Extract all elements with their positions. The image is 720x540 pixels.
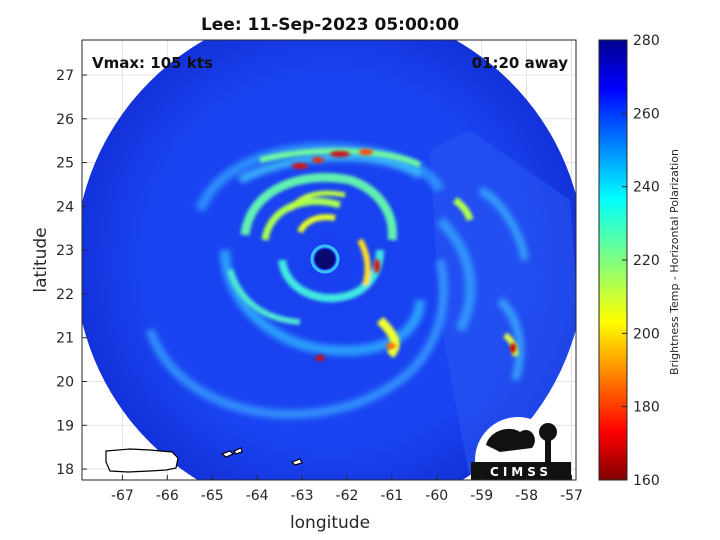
heavy-rain-cells: [292, 149, 516, 361]
x-axis-label: longitude: [290, 513, 370, 533]
x-tick-label: -64: [246, 488, 269, 504]
y-tick-label: 24: [56, 199, 74, 215]
y-tick-label: 25: [56, 156, 74, 172]
time-away-annotation: 01:20 away: [472, 54, 569, 72]
colorbar-tick-label: 160: [633, 473, 660, 489]
y-tick-label: 26: [56, 112, 74, 128]
island-outline-2: [233, 447, 243, 455]
x-tick-label: -66: [156, 488, 179, 504]
colorbar-tick-label: 220: [633, 253, 660, 269]
colorbar-tick-label: 280: [633, 33, 660, 49]
y-tick-label: 22: [56, 287, 74, 303]
vmax-annotation: Vmax: 105 kts: [92, 54, 213, 72]
logo-text: CIMSS: [490, 465, 552, 479]
y-tick-label: 19: [56, 418, 74, 434]
hurricane-eye: [315, 249, 335, 269]
y-tick-label: 20: [56, 374, 74, 390]
x-tick-label: -62: [336, 488, 359, 504]
colorbar-tick-label: 240: [633, 180, 660, 196]
island-outline-3: [290, 458, 303, 466]
x-tick-label: -57: [560, 488, 583, 504]
x-tick-label: -67: [111, 488, 134, 504]
colorbar-tick-label: 260: [633, 106, 660, 122]
y-tick-label: 21: [56, 331, 74, 347]
colorbar-ticks: 160 180 200 220 240 260 280: [622, 33, 660, 489]
x-tick-label: -59: [470, 488, 493, 504]
y-axis-label: latitude: [31, 227, 51, 292]
y-tick-labels: 18 19 20 21 22 23 24 25 26 27: [56, 68, 87, 478]
coastlines: [105, 447, 303, 473]
chart-title: Lee: 11-Sep-2023 05:00:00: [201, 15, 459, 35]
y-tick-label: 23: [56, 243, 74, 259]
y-tick-label: 18: [56, 462, 74, 478]
x-tick-label: -60: [425, 488, 448, 504]
colorbar-label: Brightness Temp - Horizontal Polarizatio…: [668, 149, 681, 375]
y-tick-label: 27: [56, 68, 74, 84]
colorbar-tick-label: 180: [633, 400, 660, 416]
colorbar-tick-label: 200: [633, 326, 660, 342]
puerto-rico-outline: [105, 448, 179, 473]
x-tick-label: -63: [291, 488, 314, 504]
cimss-logo: CIMSS: [471, 417, 571, 503]
x-tick-label: -58: [515, 488, 538, 504]
axes-frame: [81, 39, 577, 481]
island-outline-1: [220, 450, 235, 458]
x-tick-label: -61: [380, 488, 403, 504]
x-tick-label: -65: [201, 488, 224, 504]
x-tick-labels: -67 -66 -65 -64 -63 -62 -61 -60 -59 -58 -57: [111, 475, 583, 504]
